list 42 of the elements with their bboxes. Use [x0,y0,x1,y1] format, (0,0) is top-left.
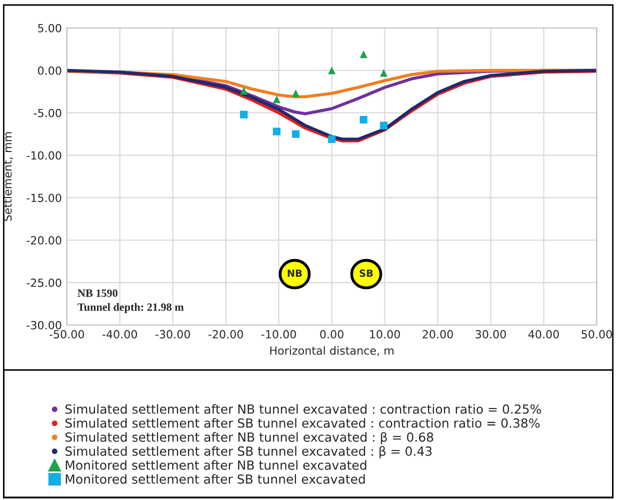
point [240,110,248,118]
x-tick-label: 40.00 [528,330,559,338]
y-tick-label: -30.00 [26,320,62,330]
point [380,122,388,130]
y-tick-label: 5.00 [38,24,62,32]
legend-label: Simulated settlement after SB tunnel excavated : contraction ratio = 0.38% [65,418,540,428]
point [292,90,300,98]
x-tick-label: 50.00 [582,330,612,338]
y-axis-title: Settlement, mm [3,132,13,221]
point [328,135,336,143]
y-tick-label: -15.00 [26,194,62,202]
legend-label: Simulated settlement after NB tunnel excavated : contraction ratio = 0.25% [65,404,541,414]
legend-label: Simulated settlement after SB tunnel excavated : β = 0.43 [65,446,432,458]
annotation: NB [288,270,302,277]
x-tick-label: 30.00 [476,330,506,338]
point [360,50,368,58]
point [380,69,388,77]
y-tick-label: -5.00 [34,108,62,118]
legend-label: Monitored settlement after SB tunnel excavated [66,474,365,484]
x-axis-title: Horizontal distance, m [270,346,394,356]
legend-label: Monitored settlement after NB tunnel excavated [66,460,366,470]
point [360,116,368,124]
point [328,66,336,74]
x-tick-label: 10.00 [370,330,400,338]
y-tick-label: -20.00 [26,236,62,245]
y-tick-label: -10.00 [26,151,62,160]
x-tick-label: -30.00 [155,330,190,338]
x-tick-label: -10.00 [261,330,296,338]
y-tick-label: 0.00 [38,66,62,75]
x-tick-label: 20.00 [422,330,453,338]
x-tick-label: 0.00 [320,330,344,338]
annotation: SB [360,270,373,277]
x-tick-label: -50.00 [49,330,84,338]
x-tick-label: -20.00 [208,330,243,338]
x-tick-label: -40.00 [102,330,138,338]
point [292,130,300,138]
point [272,95,280,104]
legend-label: Simulated settlement after NB tunnel excavated : β = 0.68 [65,432,434,444]
annotation: NB 1590 Tunnel depth: 21.98 m [78,289,184,314]
y-tick-label: -25.00 [26,278,62,287]
point [272,128,280,136]
point [240,86,248,95]
